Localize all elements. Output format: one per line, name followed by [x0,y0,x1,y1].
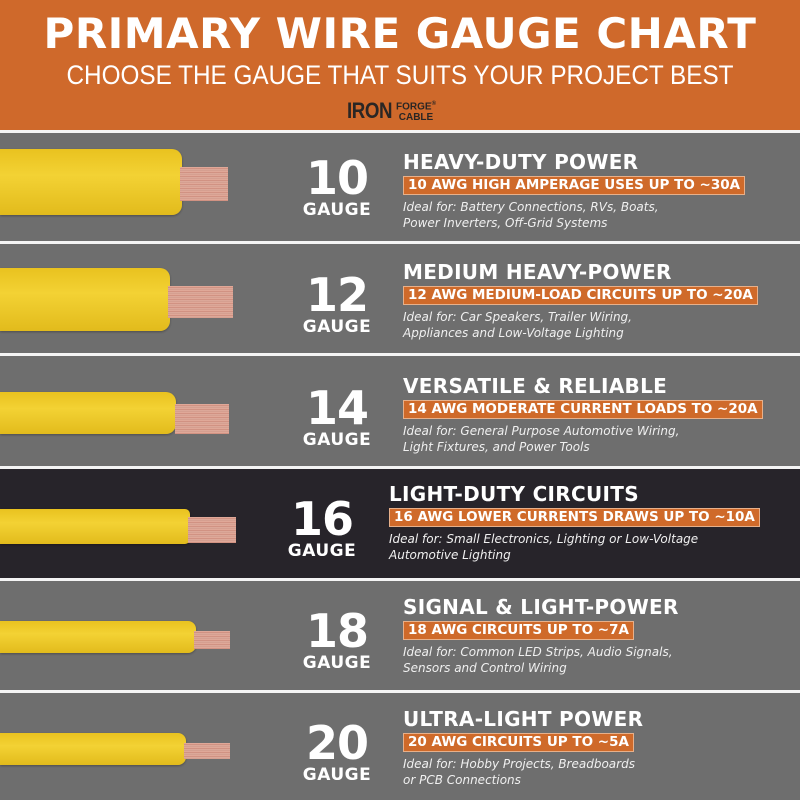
wire-jacket-icon [0,268,170,331]
gauge-info: VERSATILE & RELIABLE 14 AWG MODERATE CUR… [403,374,763,455]
copper-strands-icon [184,743,230,759]
logo-forge-text: FORGE [396,101,432,113]
gauge-row-18: 18 GAUGE SIGNAL & LIGHT-POWER 18 AWG CIR… [0,581,800,690]
desc-line: Sensors and Control Wiring [403,661,567,675]
logo-cable-text: CABLE [398,111,434,123]
desc-line: Ideal for: Battery Connections, RVs, Boa… [403,200,659,214]
gauge-info: MEDIUM HEAVY-POWER 12 AWG MEDIUM-LOAD CI… [403,260,758,341]
row-description: Ideal for: Hobby Projects, Breadboards or… [403,756,743,788]
gauge-info: ULTRA-LIGHT POWER 20 AWG CIRCUITS UP TO … [403,707,743,788]
gauge-unit: GAUGE [302,765,372,785]
gauge-number: 12 GAUGE [277,272,397,336]
divider [0,130,800,133]
amperage-badge: 14 AWG MODERATE CURRENT LOADS TO ~20A [403,400,763,419]
gauge-value: 10 [305,151,369,205]
row-description: Ideal for: Small Electronics, Lighting o… [389,531,769,563]
amperage-badge: 18 AWG CIRCUITS UP TO ~7A [403,621,634,640]
copper-strands-icon [180,167,228,201]
row-heading: VERSATILE & RELIABLE [403,374,668,398]
desc-line: Ideal for: Hobby Projects, Breadboards [403,757,635,771]
gauge-unit: GAUGE [302,200,372,220]
amperage-badge: 16 AWG LOWER CURRENTS DRAWS UP TO ~10A [389,508,760,527]
divider [0,690,800,693]
gauge-value: 18 [305,604,369,658]
row-description: Ideal for: Battery Connections, RVs, Boa… [403,199,743,231]
gauge-row-20: 20 GAUGE ULTRA-LIGHT POWER 20 AWG CIRCUI… [0,693,800,800]
logo-iron-text: IRON [347,98,393,123]
gauge-number: 18 GAUGE [277,608,397,672]
copper-strands-icon [168,286,233,318]
logo-registered-mark: ® [431,101,436,108]
page-title: PRIMARY WIRE GAUGE CHART [43,9,757,58]
gauge-unit: GAUGE [302,653,372,673]
row-heading: HEAVY-DUTY POWER [403,150,639,174]
gauge-info: SIGNAL & LIGHT-POWER 18 AWG CIRCUITS UP … [403,595,743,676]
gauge-number: 10 GAUGE [277,155,397,219]
gauge-unit: GAUGE [302,317,372,337]
gauge-row-16: 16 GAUGE LIGHT-DUTY CIRCUITS 16 AWG LOWE… [0,469,800,578]
divider [0,353,800,356]
gauge-number: 16 GAUGE [262,496,382,560]
amperage-badge: 20 AWG CIRCUITS UP TO ~5A [403,733,634,752]
row-description: Ideal for: Common LED Strips, Audio Sign… [403,644,743,676]
gauge-value: 14 [305,381,369,435]
wire-jacket-icon [0,392,176,434]
wire-jacket-icon [0,621,196,653]
page-subtitle: CHOOSE THE GAUGE THAT SUITS YOUR PROJECT… [66,60,734,90]
wire-jacket-icon [0,149,182,215]
desc-line: Automotive Lighting [389,548,511,562]
gauge-row-10: 10 GAUGE HEAVY-DUTY POWER 10 AWG HIGH AM… [0,133,800,240]
desc-line: Appliances and Low-Voltage Lighting [403,326,624,340]
row-heading: MEDIUM HEAVY-POWER [403,260,672,284]
gauge-value: 20 [305,716,369,770]
gauge-number: 14 GAUGE [277,385,397,449]
desc-line: Ideal for: General Purpose Automotive Wi… [403,424,680,438]
row-description: Ideal for: Car Speakers, Trailer Wiring,… [403,309,743,341]
gauge-unit: GAUGE [287,541,357,561]
wire-jacket-icon [0,733,186,765]
gauge-info: LIGHT-DUTY CIRCUITS 16 AWG LOWER CURRENT… [389,482,769,563]
header-banner: PRIMARY WIRE GAUGE CHART CHOOSE THE GAUG… [0,0,800,130]
gauge-value: 12 [305,268,369,322]
gauge-number: 20 GAUGE [277,720,397,784]
divider [0,466,800,469]
copper-strands-icon [188,517,236,543]
desc-line: Ideal for: Small Electronics, Lighting o… [389,532,699,546]
amperage-badge: 10 AWG HIGH AMPERAGE USES UP TO ~30A [403,176,746,195]
row-heading: LIGHT-DUTY CIRCUITS [389,482,639,506]
gauge-info: HEAVY-DUTY POWER 10 AWG HIGH AMPERAGE US… [403,150,746,231]
amperage-badge: 12 AWG MEDIUM-LOAD CIRCUITS UP TO ~20A [403,286,758,305]
divider [0,241,800,244]
desc-line: Ideal for: Common LED Strips, Audio Sign… [403,645,673,659]
desc-line: Power Inverters, Off-Grid Systems [403,216,608,230]
desc-line: Light Fixtures, and Power Tools [403,440,590,454]
row-description: Ideal for: General Purpose Automotive Wi… [403,423,743,455]
desc-line: or PCB Connections [403,773,521,787]
gauge-value: 16 [290,492,354,546]
row-heading: SIGNAL & LIGHT-POWER [403,595,679,619]
gauge-row-14: 14 GAUGE VERSATILE & RELIABLE 14 AWG MOD… [0,356,800,466]
logo-stack: FORGE® CABLE [396,99,436,122]
brand-logo: IRON FORGE® CABLE [347,97,436,125]
desc-line: Ideal for: Car Speakers, Trailer Wiring, [403,310,632,324]
gauge-unit: GAUGE [302,430,372,450]
wire-jacket-icon [0,509,190,544]
copper-strands-icon [175,404,229,434]
divider [0,578,800,581]
gauge-row-12: 12 GAUGE MEDIUM HEAVY-POWER 12 AWG MEDIU… [0,244,800,353]
row-heading: ULTRA-LIGHT POWER [403,707,644,731]
copper-strands-icon [194,631,230,649]
